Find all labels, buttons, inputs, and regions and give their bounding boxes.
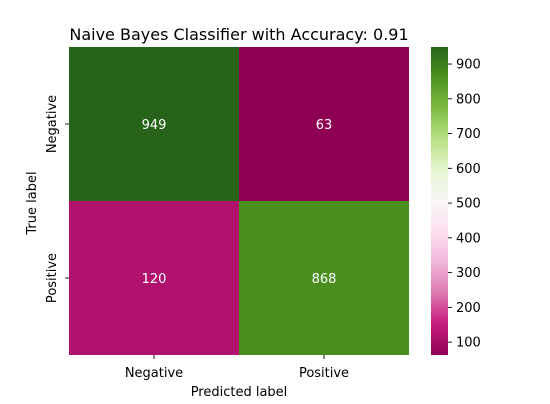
x-tick-label: Negative (125, 366, 183, 381)
colorbar-ticks: 100 200 300 400 500 600 700 800 900 (448, 58, 481, 351)
y-axis-label: True label (25, 171, 40, 235)
colorbar-tick-label: 500 (456, 197, 481, 212)
chart-title: Naive Bayes Classifier with Accuracy: 0.… (69, 25, 408, 44)
cell-annotation: 63 (316, 118, 333, 133)
colorbar-tick-label: 800 (456, 92, 481, 107)
colorbar (431, 47, 448, 355)
y-tick-label: Positive (45, 253, 60, 303)
y-axis: Negative Positive (45, 95, 69, 303)
cell-annotation: 120 (142, 272, 167, 287)
colorbar-tick-label: 300 (456, 266, 481, 281)
y-tick-label: Negative (45, 95, 60, 153)
heatmap-cells (69, 47, 409, 355)
heatmap-cell (239, 47, 409, 201)
x-axis: Negative Positive (125, 355, 349, 381)
heatmap-cell (69, 47, 239, 201)
heatmap-cell (239, 201, 409, 355)
cell-annotation: 868 (312, 272, 337, 287)
x-tick-label: Positive (299, 366, 349, 381)
colorbar-tick-label: 700 (456, 127, 481, 142)
colorbar-tick-label: 900 (456, 58, 481, 73)
colorbar-tick-label: 100 (456, 336, 481, 351)
colorbar-tick-label: 200 (456, 301, 481, 316)
x-axis-label: Predicted label (191, 385, 288, 400)
cell-annotations: 949 63 120 868 (142, 118, 337, 287)
cell-annotation: 949 (142, 118, 167, 133)
colorbar-tick-label: 400 (456, 231, 481, 246)
colorbar-tick-label: 600 (456, 162, 481, 177)
heatmap-cell (69, 201, 239, 355)
